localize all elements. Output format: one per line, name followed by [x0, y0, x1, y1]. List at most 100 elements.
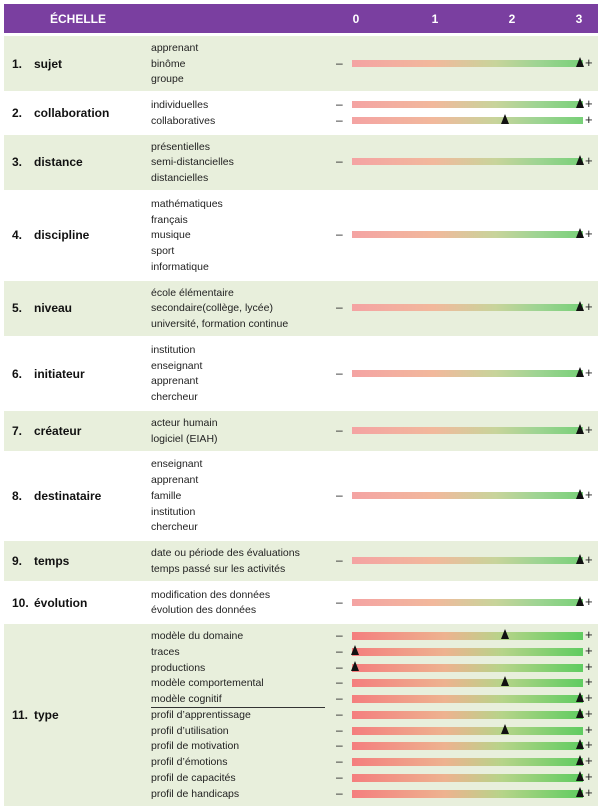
option-label: date ou période des évaluations — [151, 547, 300, 560]
option-label: apprenant — [151, 474, 199, 487]
plus-icon: + — [585, 737, 593, 753]
scale-marker-icon — [576, 488, 584, 499]
plus-icon: + — [585, 784, 593, 800]
section-name: distance — [34, 155, 83, 170]
section-label: 4. discipline — [12, 228, 89, 242]
scale-bar — [352, 369, 583, 377]
section-name: niveau — [34, 301, 73, 316]
section-label: 10. évolution — [12, 596, 87, 610]
section-7: 7. créateur acteur humain logiciel (EIAH) – + — [4, 411, 598, 451]
plus-icon: + — [585, 658, 593, 674]
section-11: 11. type modèle du domaine traces production… — [4, 624, 598, 806]
scale-marker-icon — [501, 113, 509, 124]
scale-bar — [352, 158, 583, 166]
section-name: destinataire — [34, 488, 102, 503]
option-label: chercheur — [151, 521, 198, 534]
scale-marker-icon — [501, 676, 509, 687]
rating-scale: – + — [334, 690, 596, 706]
header-title: ÉCHELLE — [50, 12, 107, 26]
rating-scale: – + — [334, 552, 596, 567]
rating-scale: – + — [334, 658, 596, 674]
option-label: informatique — [151, 260, 209, 273]
plus-icon: + — [585, 690, 593, 706]
scale-bar — [352, 116, 583, 124]
section-3: 3. distance présentielles semi-distancielle… — [4, 134, 598, 190]
plus-icon: + — [585, 705, 593, 721]
scale-marker-icon — [576, 228, 584, 239]
plus-icon: + — [585, 768, 593, 784]
scale-bar — [352, 773, 583, 782]
scale-bar — [352, 304, 583, 312]
option-label: famille — [151, 489, 182, 502]
section-name: créateur — [34, 423, 82, 438]
section-number: 2. — [12, 106, 23, 120]
option-label: profil d’utilisation — [151, 724, 229, 737]
scale-bar — [352, 557, 583, 564]
section-name: initiateur — [34, 366, 85, 381]
option-label: groupe — [151, 73, 184, 86]
section-name: sujet — [34, 56, 63, 71]
scale-marker-icon — [576, 755, 584, 766]
section-10: 10. évolution modification des données évol… — [4, 583, 598, 623]
plus-icon: + — [585, 226, 593, 242]
section-name: discipline — [34, 228, 90, 243]
header-tick-2: 2 — [508, 12, 516, 26]
models-profiles-separator — [151, 706, 325, 708]
scale-bar — [352, 710, 583, 719]
option-label: modèle du domaine — [151, 630, 244, 643]
section-name: évolution — [34, 595, 88, 610]
minus-icon: – — [336, 691, 343, 706]
rating-scale: – + — [334, 784, 596, 800]
plus-icon: + — [585, 153, 593, 169]
section-number: 6. — [12, 366, 23, 381]
plus-icon: + — [585, 642, 593, 658]
plus-icon: + — [585, 364, 593, 380]
header-tick-3: 3 — [575, 12, 583, 26]
scale-marker-icon — [351, 660, 359, 671]
plus-icon: + — [585, 96, 593, 112]
scale-marker-icon — [576, 707, 584, 718]
rating-scale: – + — [334, 364, 596, 380]
section-5: 5. niveau école élémentaire secondaire(coll… — [4, 280, 598, 336]
option-label: binôme — [151, 57, 186, 70]
section-label: 2. collaboration — [12, 106, 109, 120]
option-label: traces — [151, 645, 180, 658]
plus-icon: + — [585, 299, 593, 315]
option-label: logiciel (EIAH) — [151, 432, 218, 445]
plus-icon: + — [585, 674, 593, 690]
option-label: institution — [151, 505, 196, 518]
minus-icon: – — [336, 97, 343, 112]
option-label: apprenant — [151, 41, 199, 54]
scale-bar — [352, 663, 583, 672]
section-label: 5. niveau — [12, 301, 72, 315]
scale-bar — [352, 679, 583, 688]
section-2: 2. collaboration individuelles collaborativ… — [4, 93, 598, 133]
minus-icon: – — [336, 553, 343, 567]
option-label: profil de motivation — [151, 740, 240, 753]
plus-icon: + — [585, 627, 593, 643]
scale-marker-icon — [576, 595, 584, 606]
rating-scale: – + — [334, 299, 596, 315]
minus-icon: – — [336, 154, 343, 169]
section-number: 10. — [12, 595, 29, 610]
option-label: enseignant — [151, 359, 203, 372]
option-label: collaboratives — [151, 114, 216, 127]
section-label: 11. type — [12, 708, 59, 722]
rating-scale: – + — [334, 422, 596, 437]
scale-bar — [352, 491, 583, 499]
minus-icon: – — [336, 227, 343, 242]
scale-marker-icon — [576, 301, 584, 312]
option-label: profil d’émotions — [151, 756, 228, 769]
section-number: 9. — [12, 554, 23, 568]
option-label: secondaire(collège, lycée) — [151, 302, 273, 315]
plus-icon: + — [585, 721, 593, 737]
minus-icon: – — [336, 55, 343, 70]
scale-bar — [352, 101, 583, 109]
section-label: 6. initiateur — [12, 367, 85, 381]
option-label: modèle cognitif — [151, 693, 222, 706]
option-label: musique — [151, 229, 191, 242]
minus-icon: – — [336, 769, 343, 784]
section-6: 6. initiateur institution enseignant apprena… — [4, 338, 598, 409]
option-label: profil de handicaps — [151, 787, 240, 800]
minus-icon: – — [336, 675, 343, 690]
